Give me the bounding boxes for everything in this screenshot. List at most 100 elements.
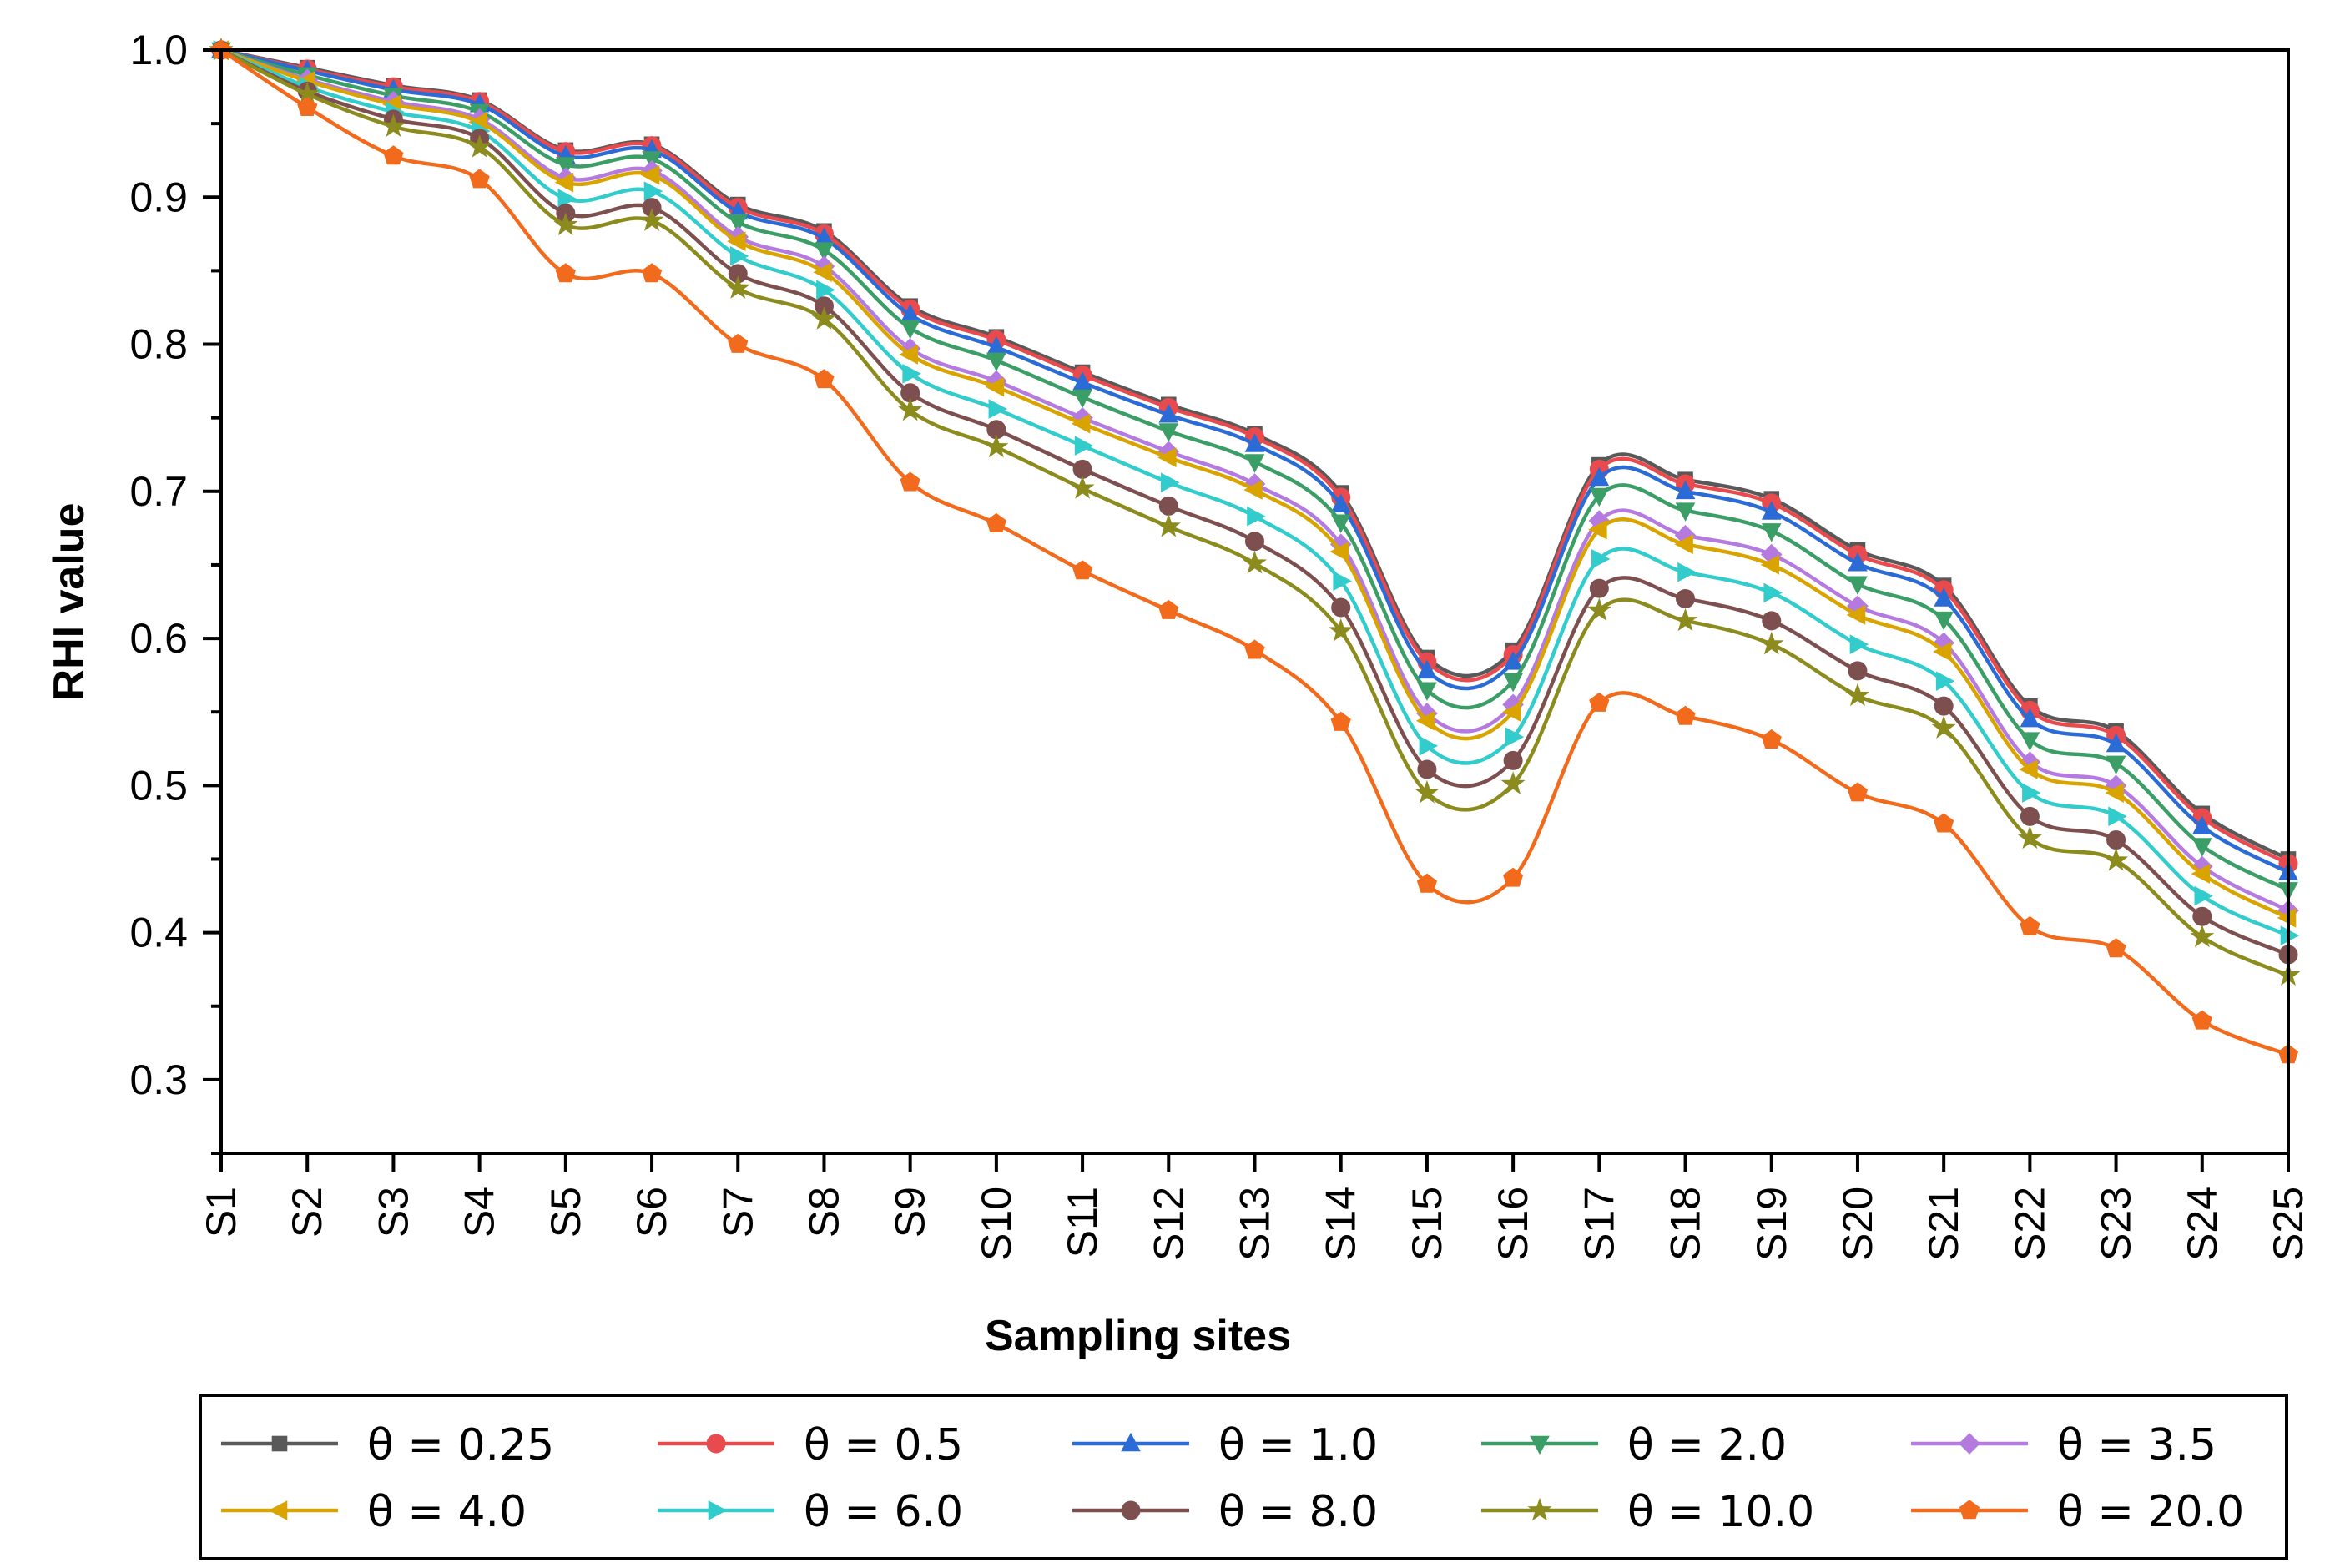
legend: θ = 0.25 θ = 0.5 θ = 1.0 θ = 2.0 θ = 3.5 θ = … — [199, 1394, 2288, 1560]
data-point — [814, 242, 835, 261]
data-point — [1931, 715, 1956, 739]
data-point — [1070, 476, 1095, 499]
data-point — [1158, 599, 1179, 619]
data-point — [1848, 576, 1868, 596]
data-point — [1675, 705, 1696, 725]
data-point — [1247, 506, 1266, 527]
y-tick-label: 0.7 — [129, 468, 188, 515]
data-point — [988, 399, 1008, 419]
series-line — [220, 48, 2289, 957]
data-point — [1763, 582, 1783, 603]
x-tick-label: S2 — [284, 1187, 330, 1238]
series-group — [211, 40, 2298, 965]
data-point — [1417, 759, 1437, 779]
data-point — [1846, 605, 1866, 625]
data-point — [1761, 523, 1782, 542]
legend-item: θ = 8.0 — [1072, 1487, 1378, 1537]
data-point — [1074, 436, 1094, 456]
data-point — [2022, 783, 2041, 803]
data-point — [811, 306, 836, 330]
x-tick-label: S3 — [370, 1187, 416, 1238]
data-point — [1500, 771, 1526, 794]
data-point — [1759, 631, 1784, 655]
data-point — [2191, 815, 2212, 834]
data-point — [557, 189, 577, 209]
data-point — [727, 231, 746, 251]
series-layer — [209, 37, 2301, 1064]
x-tick-label: S21 — [1920, 1187, 1967, 1261]
y-tick-label: 0.4 — [129, 910, 188, 956]
data-point — [381, 113, 406, 138]
x-tick-label: S24 — [2179, 1187, 2226, 1261]
data-point — [986, 352, 1006, 372]
data-point — [1586, 597, 1611, 621]
data-point — [902, 363, 921, 384]
legend-item: θ = 10.0 — [1481, 1487, 1814, 1537]
data-point — [1588, 519, 1607, 540]
y-tick-label: 0.8 — [129, 321, 188, 368]
data-point — [1156, 513, 1181, 537]
legend-label: θ = 2.0 — [1627, 1420, 1787, 1470]
x-tick-label: S8 — [800, 1187, 847, 1238]
legend-item: θ = 0.25 — [221, 1420, 554, 1470]
legend-label: θ = 0.25 — [367, 1420, 554, 1470]
data-point — [1934, 696, 1954, 716]
x-tick-label: S15 — [1404, 1187, 1450, 1261]
y-tick-label: 1.0 — [129, 27, 188, 73]
y-axis-title: RHI value — [45, 503, 93, 701]
data-point — [1674, 534, 1693, 555]
data-point — [1589, 578, 1609, 598]
y-tick-label: 0.3 — [129, 1056, 188, 1103]
legend-item: θ = 2.0 — [1481, 1420, 1787, 1470]
legend-label: θ = 6.0 — [804, 1487, 963, 1537]
legend-label: θ = 0.5 — [804, 1420, 963, 1470]
data-point — [729, 245, 749, 266]
x-tick-label: S23 — [2093, 1187, 2140, 1261]
legend-label: θ = 1.0 — [1218, 1420, 1378, 1470]
axis-layer: 0.3 0.4 0.5 0.6 0.7 0.8 0.9 1.0 S1 S2 S3 S4 S5 S6 S7 S8… — [129, 27, 2312, 1261]
legend-label: θ = 20.0 — [2057, 1487, 2244, 1537]
data-point — [1329, 542, 1349, 562]
data-point — [1675, 480, 1696, 500]
data-point — [1329, 618, 1354, 642]
data-point — [383, 145, 404, 165]
legend-marker — [1959, 1500, 1980, 1520]
legend-marker — [708, 1500, 728, 1520]
data-point — [1589, 487, 1610, 507]
legend-marker — [706, 1434, 726, 1454]
data-point — [1503, 750, 1523, 770]
data-point — [1242, 550, 1268, 574]
data-point — [1503, 673, 1523, 693]
data-point — [2017, 825, 2042, 850]
x-tick-label: S19 — [1748, 1187, 1795, 1261]
data-point — [2020, 915, 2040, 935]
x-tick-label: S4 — [456, 1187, 503, 1238]
data-point — [728, 333, 749, 353]
legend-item: θ = 0.5 — [658, 1420, 963, 1470]
data-point — [1415, 779, 1440, 804]
data-point — [986, 512, 1006, 532]
data-point — [1333, 571, 1352, 592]
data-point — [1503, 867, 1524, 887]
series-line — [220, 48, 2290, 865]
data-point — [2106, 938, 2126, 958]
legend-item: θ = 20.0 — [1911, 1487, 2244, 1537]
data-point — [1847, 782, 1869, 802]
data-point — [297, 97, 318, 117]
data-point — [1934, 587, 1954, 607]
data-point — [728, 214, 749, 234]
data-point — [1589, 692, 1610, 712]
series-line — [220, 48, 2290, 892]
data-point — [1591, 549, 1611, 569]
data-point — [1677, 562, 1697, 582]
data-point — [1848, 661, 1868, 681]
data-point — [1071, 413, 1091, 434]
data-point — [900, 471, 920, 492]
legend-marker — [1121, 1432, 1141, 1452]
x-tick-label: S22 — [2006, 1187, 2053, 1261]
legend-label: θ = 4.0 — [367, 1487, 527, 1537]
data-point — [639, 208, 664, 231]
data-point — [984, 434, 1009, 458]
x-tick-label: S25 — [2265, 1187, 2312, 1261]
data-point — [2191, 1010, 2212, 1030]
